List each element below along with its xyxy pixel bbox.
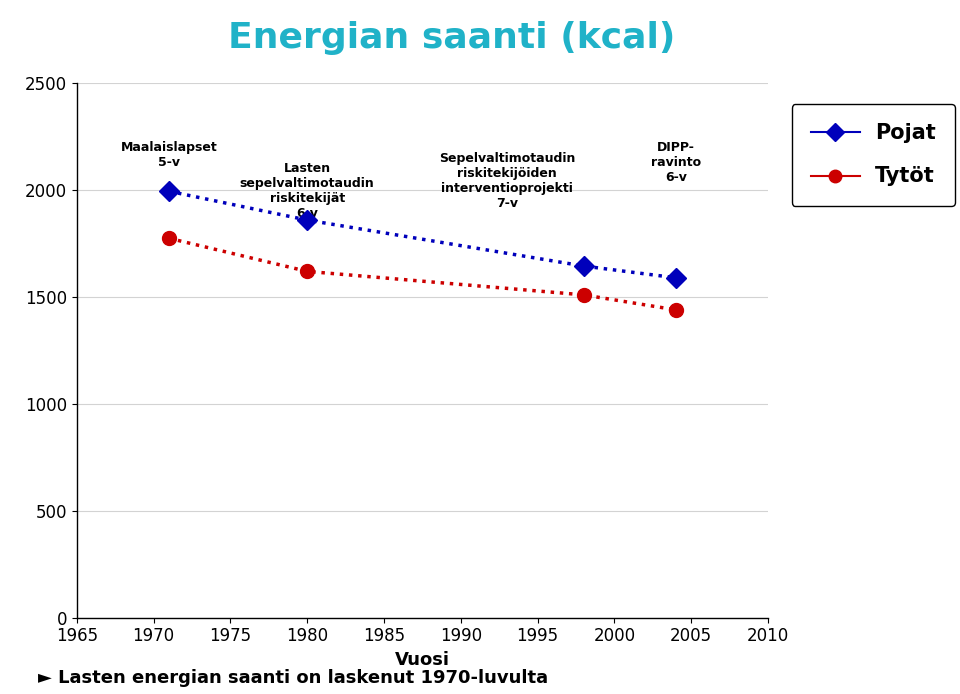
Text: Lasten
sepelvaltimotaudin
riskitekijät
6-v: Lasten sepelvaltimotaudin riskitekijät 6… bbox=[240, 162, 374, 221]
Text: Maalaislapset
5-v: Maalaislapset 5-v bbox=[121, 141, 217, 169]
Text: ► Lasten energian saanti on laskenut 1970-luvulta: ► Lasten energian saanti on laskenut 197… bbox=[38, 669, 548, 687]
Text: Sepelvaltimotaudin
riskitekijöiden
interventioprojekti
7-v: Sepelvaltimotaudin riskitekijöiden inter… bbox=[439, 152, 575, 210]
Legend: Pojat, Tytöt: Pojat, Tytöt bbox=[792, 103, 955, 206]
Text: DIPP-
ravinto
6-v: DIPP- ravinto 6-v bbox=[651, 141, 701, 184]
Text: Energian saanti (kcal): Energian saanti (kcal) bbox=[228, 21, 675, 55]
X-axis label: Vuosi: Vuosi bbox=[395, 651, 450, 669]
